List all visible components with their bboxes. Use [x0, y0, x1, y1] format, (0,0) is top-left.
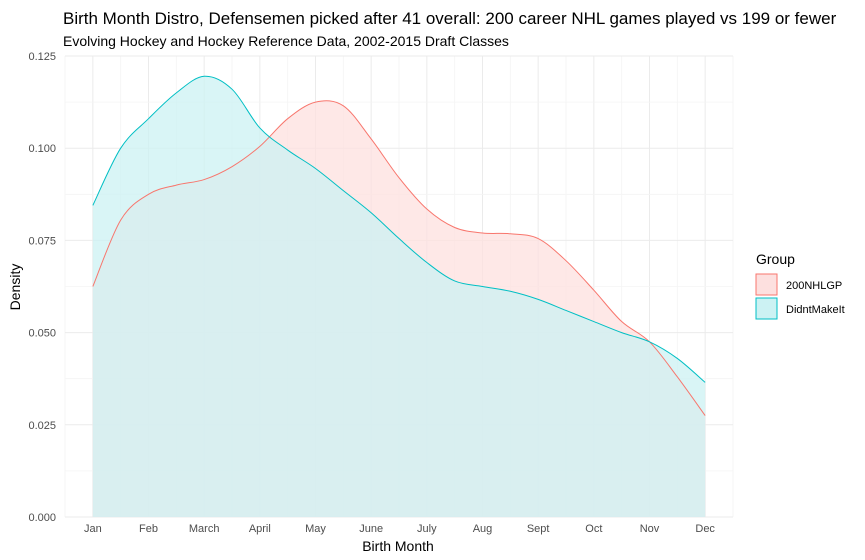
y-tick-label-4: 0.100: [28, 143, 56, 155]
series-area-1: [92, 76, 706, 517]
y-tick-label-3: 0.075: [28, 235, 56, 247]
chart-title: Birth Month Distro, Defensemen picked af…: [63, 9, 837, 28]
y-tick-label-2: 0.050: [28, 328, 56, 340]
legend-label-0: 200NHLGP: [786, 280, 842, 292]
legend-title: Group: [756, 251, 795, 267]
legend-swatch-0: [755, 273, 778, 296]
y-axis-title: Density: [7, 264, 23, 311]
x-tick-label-5: June: [359, 523, 383, 535]
density-areas: [92, 76, 706, 518]
y-tick-label-5: 0.125: [28, 51, 56, 63]
y-tick-label-0: 0.000: [28, 512, 56, 524]
chart-subtitle: Evolving Hockey and Hockey Reference Dat…: [63, 33, 509, 49]
x-axis: Jan Feb March April May June July Aug Sept Oct Nov…: [84, 523, 715, 535]
density-lines: [92, 75, 706, 416]
x-tick-label-0: Jan: [84, 523, 102, 535]
legend-label-1: DidntMakeIt: [786, 304, 845, 316]
legend-swatch-1: [755, 297, 778, 320]
x-tick-label-7: Aug: [473, 523, 493, 535]
x-axis-title: Birth Month: [362, 538, 434, 554]
y-tick-label-1: 0.025: [28, 420, 56, 432]
y-axis: 0.000 0.025 0.050 0.075 0.100 0.125: [28, 51, 56, 524]
x-tick-label-3: April: [249, 523, 271, 535]
x-tick-label-4: May: [305, 523, 326, 535]
x-tick-label-9: Oct: [585, 523, 602, 535]
legend: Group 200NHLGP DidntMakeIt: [755, 251, 845, 320]
x-tick-label-1: Feb: [139, 523, 158, 535]
x-tick-label-11: Dec: [695, 523, 715, 535]
x-tick-label-8: Sept: [527, 523, 550, 535]
x-tick-label-10: Nov: [640, 523, 660, 535]
series-line-0: [92, 100, 706, 416]
x-tick-label-2: March: [189, 523, 220, 535]
x-tick-label-6: July: [417, 523, 437, 535]
series-line-1: [92, 75, 706, 383]
